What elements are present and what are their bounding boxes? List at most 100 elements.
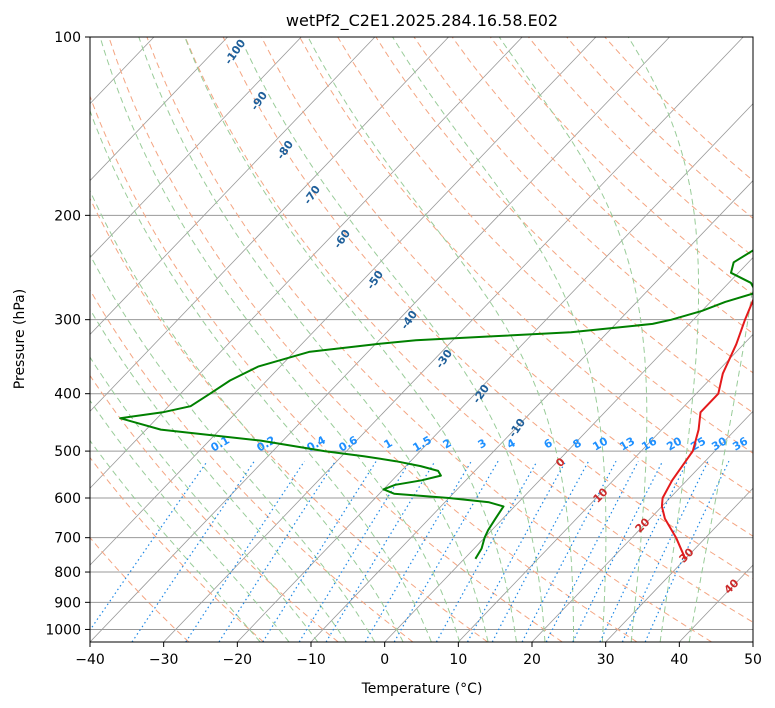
- x-tick-label: 0: [380, 652, 389, 668]
- dry-adiabat-line: [299, 37, 753, 495]
- dry-adiabat-line: [337, 37, 753, 454]
- dry-adiabat-label: -50: [364, 268, 386, 292]
- dry-adiabat-line: [90, 94, 563, 642]
- moist-adiabat-line: [90, 356, 319, 642]
- mixing-ratio-line: [466, 460, 567, 642]
- mixing-ratio-label: 2: [441, 436, 454, 451]
- temperature-line: [660, 297, 753, 560]
- sounding-series: [119, 249, 753, 560]
- mixing-ratio-line: [90, 460, 208, 632]
- dry-adiabat-line: [451, 37, 753, 335]
- mixing-ratio-line: [325, 460, 436, 642]
- mixing-ratio-line: [298, 460, 411, 642]
- moist-adiabat-line: [90, 109, 432, 642]
- mixing-ratio-label: 3: [476, 436, 489, 451]
- x-tick-label: −40: [75, 652, 105, 668]
- dry-adiabat-line: [413, 37, 753, 374]
- mixing-ratio-lines: [90, 460, 730, 642]
- y-tick-label: 900: [54, 595, 81, 611]
- moist-adiabat-label: 40: [722, 576, 742, 596]
- y-tick-label: 100: [54, 30, 81, 46]
- mixing-ratio-line: [131, 460, 255, 642]
- dry-adiabat-line: [90, 536, 190, 642]
- mixing-ratio-line: [572, 460, 664, 642]
- mixing-ratio-line: [644, 460, 730, 642]
- isotherm-line: [163, 37, 744, 642]
- y-tick-label: 800: [54, 565, 81, 581]
- dry-adiabat-label: -40: [398, 308, 420, 332]
- dry-adiabat-label: -80: [274, 138, 296, 162]
- y-tick-label: 700: [54, 531, 81, 547]
- mixing-ratio-line: [262, 460, 377, 642]
- mixing-ratio-line: [185, 460, 305, 642]
- dry-adiabat-label: -10: [506, 416, 528, 440]
- mixing-ratio-label: 30: [709, 434, 729, 453]
- y-tick-label: 400: [54, 387, 81, 403]
- moist-adiabat-line: [307, 37, 575, 642]
- isotherm-line: [531, 410, 753, 642]
- mixing-ratio-label: 1: [382, 436, 395, 451]
- moist-adiabat-line: [239, 37, 546, 642]
- isotherm-line: [605, 487, 753, 642]
- dry-adiabat-line: [260, 37, 753, 537]
- moist-adiabat-line: [498, 37, 648, 642]
- mixing-ratio-line: [621, 460, 709, 642]
- mixing-ratio-label: 36: [730, 434, 750, 453]
- mixing-ratio-line: [393, 460, 499, 642]
- dry-adiabat-label: -70: [301, 183, 323, 207]
- mixing-ratio-label: 20: [664, 434, 684, 453]
- x-tick-label: −30: [149, 652, 179, 668]
- moist-adiabat-line: [138, 37, 489, 642]
- moist-adiabat-line: [392, 37, 607, 642]
- y-tick-label: 200: [54, 208, 81, 224]
- mixing-ratio-line: [218, 460, 336, 642]
- isotherm-line: [0, 37, 7, 642]
- x-axis-ticks: −40 −30 −20 −10 0 10 20 30 40 50: [75, 642, 762, 668]
- isotherm-line: [90, 37, 449, 412]
- moist-adiabat-line: [688, 282, 753, 642]
- dry-adiabat-line: [90, 456, 264, 642]
- x-axis-title: Temperature (°C): [361, 681, 483, 697]
- dry-adiabat-line: [90, 197, 488, 642]
- mixing-ratio-line: [521, 460, 617, 642]
- dry-adiabat-line: [489, 37, 753, 296]
- moist-adiabat-label: 20: [633, 515, 653, 535]
- pressure-gridlines: [90, 37, 753, 630]
- isotherm-line: [752, 641, 753, 642]
- mixing-ratio-label: 13: [617, 435, 637, 454]
- y-tick-label: 300: [54, 313, 81, 329]
- y-axis-title: Pressure (hPa): [12, 289, 28, 389]
- moist-adiabat-line: [90, 399, 290, 642]
- y-axis-ticks: 100 200 300 400 500 600 700 800 900 1000: [45, 30, 90, 638]
- moist-adiabat-line: [627, 37, 700, 642]
- dry-adiabat-label: -20: [470, 382, 492, 406]
- mixing-ratio-line: [364, 460, 472, 642]
- dry-adiabat-line: [108, 37, 638, 642]
- mixing-ratio-label: 8: [571, 436, 584, 451]
- isotherm-line: [90, 37, 597, 566]
- moist-adiabat-label: 0: [553, 455, 568, 470]
- x-tick-label: 50: [744, 652, 762, 668]
- isotherm-line: [90, 37, 670, 642]
- moist-adiabats: [90, 37, 753, 642]
- dry-adiabat-line: [222, 37, 753, 580]
- moist-adiabat-label: 30: [677, 545, 697, 565]
- y-tick-label: 600: [54, 491, 81, 507]
- reference-line-labels: 0.1 0.2 0.4 0.6 1 1.5 2 3 4 6 8 10 13 16 20 25 30 36-100-…: [209, 37, 751, 597]
- isotherm-line: [90, 37, 376, 335]
- isotherm-line: [90, 37, 228, 182]
- isotherm-line: [90, 37, 523, 489]
- dry-adiabat-label: -60: [331, 227, 353, 251]
- mixing-ratio-line: [599, 460, 688, 642]
- moist-adiabat-line: [184, 37, 517, 642]
- x-tick-label: 20: [523, 652, 541, 668]
- dry-adiabat-line: [90, 374, 339, 642]
- isotherm-line: [384, 256, 753, 642]
- x-tick-label: −10: [296, 652, 326, 668]
- dry-adiabat-line: [566, 37, 753, 219]
- isotherm-line: [90, 37, 302, 259]
- dry-adiabat-label: -100: [222, 37, 249, 67]
- moist-adiabat-label: 10: [591, 485, 611, 505]
- dry-adiabat-line: [375, 37, 753, 414]
